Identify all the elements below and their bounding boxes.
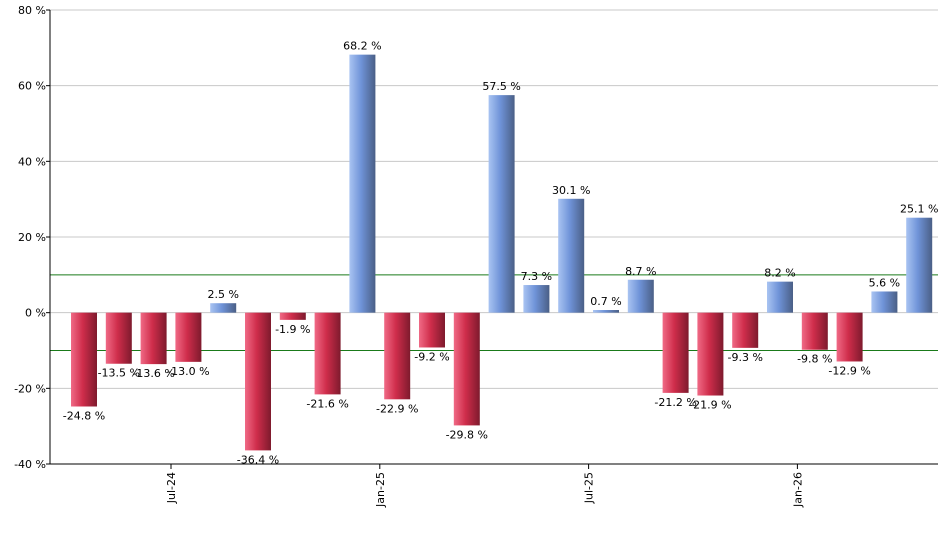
y-tick-label: -20 %	[14, 382, 46, 395]
bar	[140, 312, 167, 365]
y-tick-label: 20 %	[18, 231, 46, 244]
y-tick-label: 80 %	[18, 4, 46, 17]
bar	[349, 54, 376, 313]
bar	[523, 285, 550, 313]
data-label: 5.6 %	[869, 276, 900, 289]
bar	[871, 291, 898, 313]
data-label: -21.9 %	[689, 399, 731, 412]
data-labels: -24.8 % -13.5 %-13.6 %-13.0 % 2.5 % -36.4 %…	[63, 40, 939, 467]
bar	[836, 312, 863, 362]
data-label: -1.9 %	[275, 323, 310, 336]
data-label: -24.8 %	[63, 409, 105, 422]
data-label: -9.3 %	[727, 351, 762, 364]
data-label: -29.8 %	[446, 428, 488, 441]
bar	[175, 312, 202, 362]
data-label: 2.5 %	[207, 288, 238, 301]
bar	[627, 279, 654, 313]
y-tick-label: 40 %	[18, 155, 46, 168]
bar	[558, 198, 585, 313]
bar	[488, 95, 515, 313]
data-label: -13.5 %	[98, 367, 140, 380]
bar	[210, 303, 237, 313]
data-label: 8.2 %	[764, 267, 795, 280]
x-tick-label: Jan-26	[791, 472, 804, 508]
bars	[71, 54, 933, 451]
x-tick-label: Jul-24	[165, 472, 178, 504]
y-axis-ticks: -40 % -20 % 0 % 20 % 40 % 60 % 80 %	[14, 4, 50, 471]
data-label: 30.1 %	[552, 184, 590, 197]
y-tick-label: -40 %	[14, 458, 46, 471]
y-tick-label: 60 %	[18, 80, 46, 93]
bar	[662, 312, 689, 393]
data-label: -12.9 %	[828, 364, 870, 377]
data-label: -13.6 %	[132, 367, 174, 380]
x-axis-ticks: Jul-24 Jan-25 Jul-25 Jan-26	[165, 464, 804, 508]
data-label: -21.2 %	[654, 396, 696, 409]
data-label: 8.7 %	[625, 265, 656, 278]
data-label: 7.3 %	[521, 270, 552, 283]
bar	[697, 312, 724, 396]
bar	[105, 312, 132, 364]
y-tick-label: 0 %	[25, 307, 46, 320]
bar	[419, 312, 445, 348]
data-label: 68.2 %	[343, 40, 381, 53]
x-tick-label: Jul-25	[583, 472, 596, 504]
data-label: 25.1 %	[900, 203, 938, 216]
bar	[906, 217, 933, 313]
data-label: -22.9 %	[376, 402, 418, 415]
x-tick-label: Jan-25	[374, 472, 387, 508]
data-label: 57.5 %	[482, 80, 520, 93]
bar	[453, 312, 480, 426]
bar	[279, 312, 306, 320]
bar	[314, 312, 341, 395]
bar	[767, 281, 793, 313]
bar	[801, 312, 828, 350]
bar	[732, 312, 759, 348]
data-label: -9.2 %	[414, 350, 449, 363]
bar	[384, 312, 411, 400]
data-label: -36.4 %	[237, 453, 279, 466]
data-label: -9.8 %	[797, 353, 832, 366]
bar	[593, 310, 619, 313]
data-label: -21.6 %	[306, 397, 348, 410]
data-label: 0.7 %	[590, 295, 621, 308]
bar	[245, 312, 271, 451]
bar	[71, 312, 97, 407]
data-label: -13.0 %	[167, 365, 209, 378]
